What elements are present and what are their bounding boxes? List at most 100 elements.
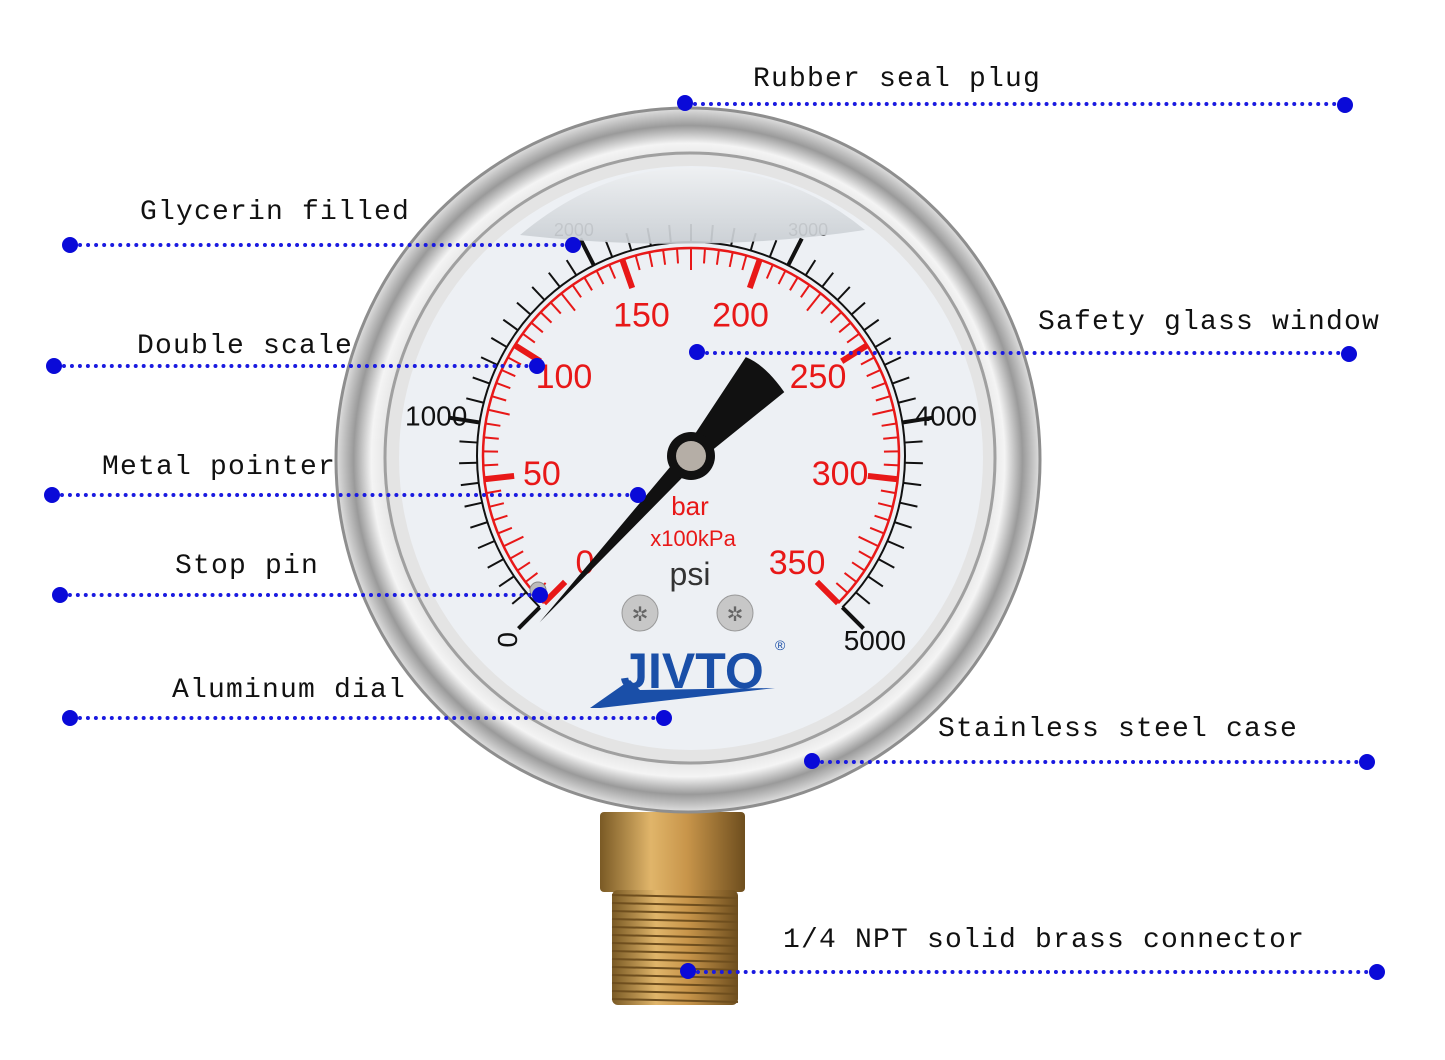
thread bbox=[611, 942, 739, 947]
brand-logo: JIVTO ® bbox=[590, 637, 786, 708]
callout-dot bbox=[630, 487, 646, 503]
bar-tick bbox=[875, 395, 891, 402]
psi-tick bbox=[821, 272, 834, 288]
callout-dot bbox=[565, 237, 581, 253]
unit-kpa: x100kPa bbox=[650, 526, 736, 551]
callout-dot bbox=[52, 587, 68, 603]
bar-tick bbox=[487, 408, 510, 416]
bar-tick bbox=[539, 311, 553, 324]
psi-tick bbox=[460, 481, 479, 487]
bar-tick bbox=[483, 463, 499, 467]
psi-tick bbox=[502, 318, 519, 332]
callout-dot bbox=[1341, 346, 1357, 362]
bar-tick bbox=[541, 579, 568, 606]
bar-tick bbox=[571, 284, 582, 298]
bar-tick bbox=[806, 292, 822, 312]
bar-tick bbox=[871, 381, 887, 390]
psi-tick bbox=[904, 440, 923, 444]
bar-tick bbox=[883, 463, 899, 467]
bar-tick bbox=[530, 321, 544, 334]
psi-tick bbox=[867, 575, 884, 588]
bar-tick bbox=[746, 258, 763, 289]
bar-tick bbox=[881, 422, 897, 427]
thread bbox=[611, 950, 739, 955]
bar-tick bbox=[608, 264, 617, 279]
psi-tick bbox=[884, 356, 902, 366]
psi-tick bbox=[892, 376, 910, 385]
bar-tick bbox=[715, 249, 720, 265]
thread bbox=[611, 918, 739, 923]
thread bbox=[611, 902, 739, 907]
callout-label: Aluminum dial bbox=[172, 675, 407, 706]
psi-tick-label: 4000 bbox=[915, 401, 977, 432]
bar-tick bbox=[485, 422, 501, 427]
psi-tick bbox=[898, 397, 916, 404]
bar-tick bbox=[483, 436, 499, 440]
bar-tick bbox=[860, 356, 875, 366]
bar-tick bbox=[619, 258, 636, 289]
callout-dot bbox=[680, 963, 696, 979]
bar-tick bbox=[583, 276, 593, 291]
screw-icon: ✲ bbox=[621, 594, 659, 632]
psi-tick bbox=[894, 521, 912, 529]
callout-dot bbox=[1359, 754, 1375, 770]
bar-tick bbox=[872, 408, 895, 416]
callout-label: Double scale bbox=[137, 331, 354, 362]
callout-dot bbox=[532, 587, 548, 603]
bar-tick bbox=[522, 332, 536, 344]
callout-dot bbox=[656, 710, 672, 726]
psi-tick bbox=[548, 272, 561, 288]
callout-label: Rubber seal plug bbox=[753, 64, 1042, 95]
psi-tick bbox=[517, 605, 542, 630]
bar-tick bbox=[648, 252, 654, 268]
psi-tick bbox=[578, 237, 596, 267]
screw-icon: ✲ bbox=[716, 594, 754, 632]
psi-tick bbox=[459, 461, 478, 465]
bar-tick-label: 350 bbox=[769, 544, 826, 582]
bar-tick bbox=[765, 264, 774, 279]
bar-tick bbox=[728, 252, 734, 268]
bar-tick-label: 100 bbox=[536, 358, 593, 396]
bar-tick-label: 150 bbox=[613, 296, 670, 334]
psi-tick bbox=[840, 605, 865, 630]
thread bbox=[611, 926, 739, 931]
bar-tick bbox=[858, 550, 873, 560]
psi-tick bbox=[899, 501, 918, 508]
bar-tick bbox=[489, 502, 505, 508]
callout-line bbox=[697, 351, 1349, 355]
svg-text:✲: ✲ bbox=[632, 604, 649, 626]
bar-tick bbox=[549, 301, 562, 315]
bar-tick bbox=[516, 561, 531, 572]
psi-tick bbox=[863, 318, 880, 332]
unit-psi: psi bbox=[670, 556, 711, 592]
bar-tick bbox=[501, 369, 516, 378]
callout-dot bbox=[689, 344, 705, 360]
bar-tick bbox=[858, 535, 879, 548]
bar-tick bbox=[835, 582, 849, 594]
thread bbox=[611, 974, 739, 979]
thread bbox=[611, 934, 739, 939]
callout-line bbox=[688, 970, 1377, 974]
unit-bar: bar bbox=[671, 491, 709, 521]
bar-tick bbox=[867, 472, 899, 483]
callout-dot bbox=[62, 710, 78, 726]
bar-tick bbox=[491, 395, 507, 402]
psi-tick bbox=[903, 481, 922, 487]
thread bbox=[611, 894, 739, 899]
bar-scale-arc bbox=[481, 246, 901, 604]
callout-dot bbox=[62, 237, 78, 253]
callout-dot bbox=[1337, 97, 1353, 113]
brass-connector bbox=[600, 812, 745, 1005]
psi-tick bbox=[604, 239, 614, 258]
psi-tick bbox=[531, 286, 546, 301]
bar-tick-label: 0 bbox=[575, 544, 594, 582]
callout-label: Stainless steel case bbox=[938, 714, 1299, 745]
bar-tick bbox=[509, 550, 524, 560]
bar-tick bbox=[702, 248, 706, 264]
callout-dot bbox=[529, 358, 545, 374]
bar-tick bbox=[866, 369, 881, 378]
psi-tick bbox=[472, 376, 490, 385]
glycerin-bubble bbox=[520, 168, 865, 244]
psi-tick bbox=[565, 259, 578, 276]
callout-line bbox=[54, 364, 537, 368]
